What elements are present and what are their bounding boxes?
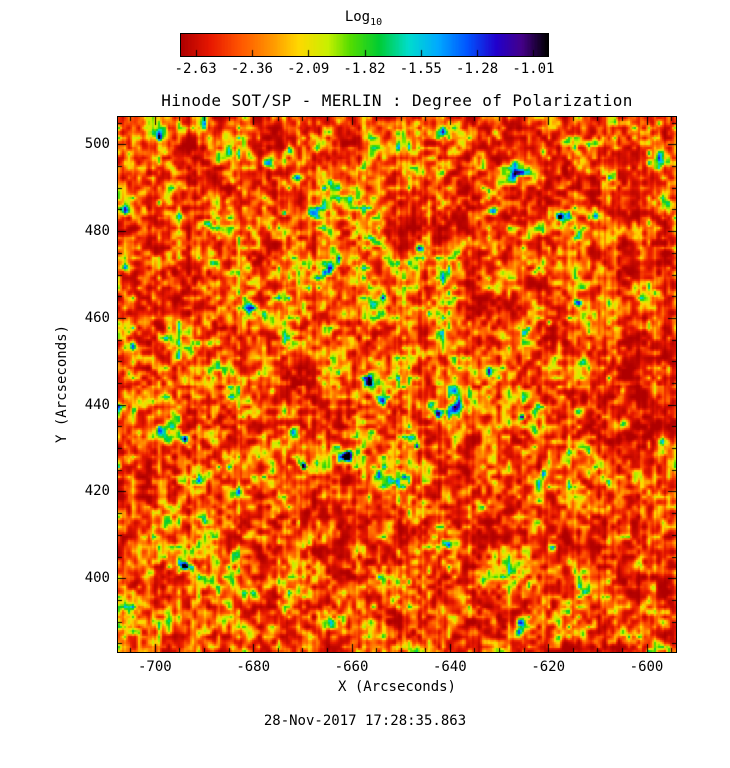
y-tick-label: 400 [84,570,110,587]
heatmap-canvas [117,116,677,653]
y-tick-label: 480 [84,223,110,240]
colorbar-label-sub: 10 [370,16,383,28]
colorbar-tick-label: -1.01 [512,61,555,77]
x-tick-label: -700 [138,659,172,675]
plot-title: Hinode SOT/SP - MERLIN : Degree of Polar… [161,91,633,110]
x-tick-label: -620 [531,659,566,675]
colorbar-gradient [180,33,549,57]
colorbar-tick-label: -1.55 [399,61,442,77]
colorbar-label: Log10 [180,9,547,28]
colorbar-tick-label: -1.82 [343,61,386,77]
colorbar-tick-label: -2.09 [287,61,330,77]
y-tick-label: 500 [84,136,110,153]
y-tick-label: 420 [84,483,110,500]
timestamp: 28-Nov-2017 17:28:35.863 [263,713,467,729]
colorbar-tick-label: -2.63 [174,61,217,77]
x-tick-label: -660 [334,659,369,675]
colorbar-tick-label: -1.28 [456,61,499,77]
x-tick-label: -640 [432,659,467,675]
colorbar-label-main: Log [344,9,371,25]
x-tick-label: -680 [236,659,271,675]
y-axis-label: Y (Arcseconds) [54,324,70,444]
y-tick-label: 440 [84,396,110,413]
y-tick-label: 460 [84,309,110,326]
x-axis-label: X (Arcseconds) [337,679,456,695]
x-tick-label: -600 [629,659,664,675]
colorbar-tick-label: -2.36 [230,61,273,77]
